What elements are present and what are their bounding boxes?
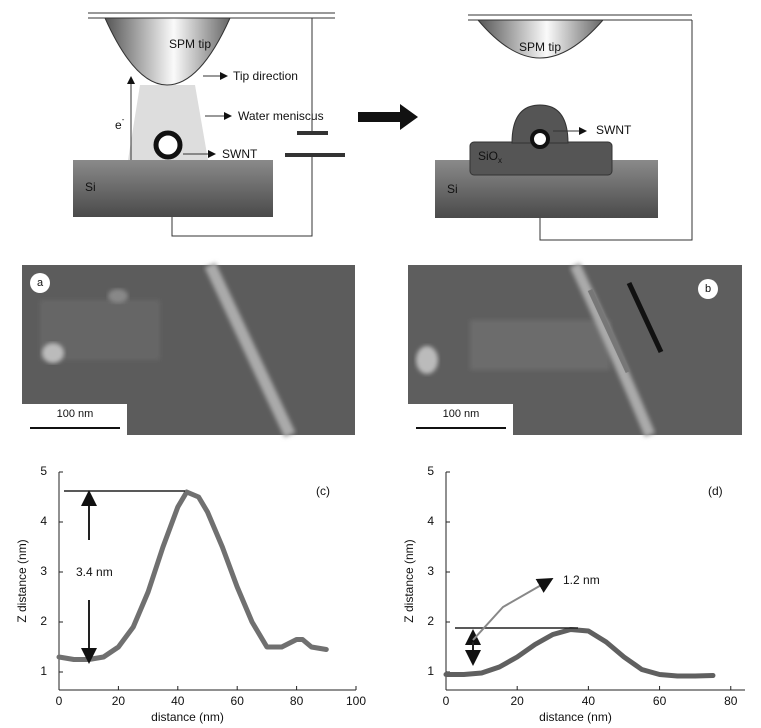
x-tick-label: 20 <box>112 694 126 708</box>
afm-image-b: b 100 nm <box>408 262 742 438</box>
x-axis-label: distance (nm) <box>539 710 612 724</box>
y-axis-label: Z distance (nm) <box>402 539 416 622</box>
scale-bar: 100 nm <box>57 408 94 420</box>
panel-label: (c) <box>316 484 330 498</box>
label: Water meniscus <box>238 109 324 123</box>
diagram-left: SPM tip Tip direction Water meniscus e- … <box>73 12 345 237</box>
y-axis-label: Z distance (nm) <box>15 539 29 622</box>
substrate <box>73 160 273 217</box>
y-tick-label: 1 <box>40 664 47 678</box>
x-tick-label: 100 <box>346 694 366 708</box>
label: Si <box>85 180 96 194</box>
panel-label: a <box>37 277 44 289</box>
x-tick-label: 20 <box>511 694 525 708</box>
label: e- <box>115 115 125 132</box>
x-tick-label: 60 <box>653 694 667 708</box>
label: SWNT <box>596 123 632 137</box>
label: SPM tip <box>519 40 561 54</box>
annotation: 3.4 nm <box>76 565 113 579</box>
label: SWNT <box>222 147 258 161</box>
afm-image-a: a 100 nm <box>22 262 355 438</box>
y-tick-label: 3 <box>427 564 434 578</box>
x-tick-label: 80 <box>290 694 304 708</box>
x-tick-label: 60 <box>231 694 245 708</box>
arrow <box>472 578 554 641</box>
x-tick-label: 0 <box>56 694 63 708</box>
label: Tip direction <box>233 69 298 83</box>
meniscus <box>128 85 208 160</box>
tip <box>476 19 605 59</box>
annotation: 1.2 nm <box>563 573 600 587</box>
x-tick-label: 40 <box>582 694 596 708</box>
swnt <box>530 129 550 149</box>
x-axis-label: distance (nm) <box>151 710 224 724</box>
y-tick-label: 4 <box>40 514 47 528</box>
label: Si <box>447 182 458 196</box>
y-tick-label: 4 <box>427 514 434 528</box>
x-tick-label: 0 <box>443 694 450 708</box>
x-tick-label: 40 <box>171 694 185 708</box>
y-tick-label: 5 <box>427 464 434 478</box>
y-tick-label: 2 <box>427 614 434 628</box>
label: SPM tip <box>169 37 211 51</box>
tip <box>104 17 231 86</box>
label: SiOx <box>478 149 502 165</box>
data-line <box>56 489 329 662</box>
process-arrow <box>358 104 418 130</box>
swnt <box>153 130 183 160</box>
y-tick-label: 3 <box>40 564 47 578</box>
diagram-right: SPM tip Si SWNT SiOx <box>435 14 693 241</box>
scale-bar: 100 nm <box>443 408 480 420</box>
data-line <box>443 627 716 679</box>
y-tick-label: 1 <box>427 664 434 678</box>
panel-label: (d) <box>708 484 723 498</box>
y-tick-label: 2 <box>40 614 47 628</box>
oxide-bump <box>511 104 569 144</box>
x-tick-label: 80 <box>724 694 738 708</box>
panel-label: b <box>705 283 711 295</box>
y-tick-label: 5 <box>40 464 47 478</box>
